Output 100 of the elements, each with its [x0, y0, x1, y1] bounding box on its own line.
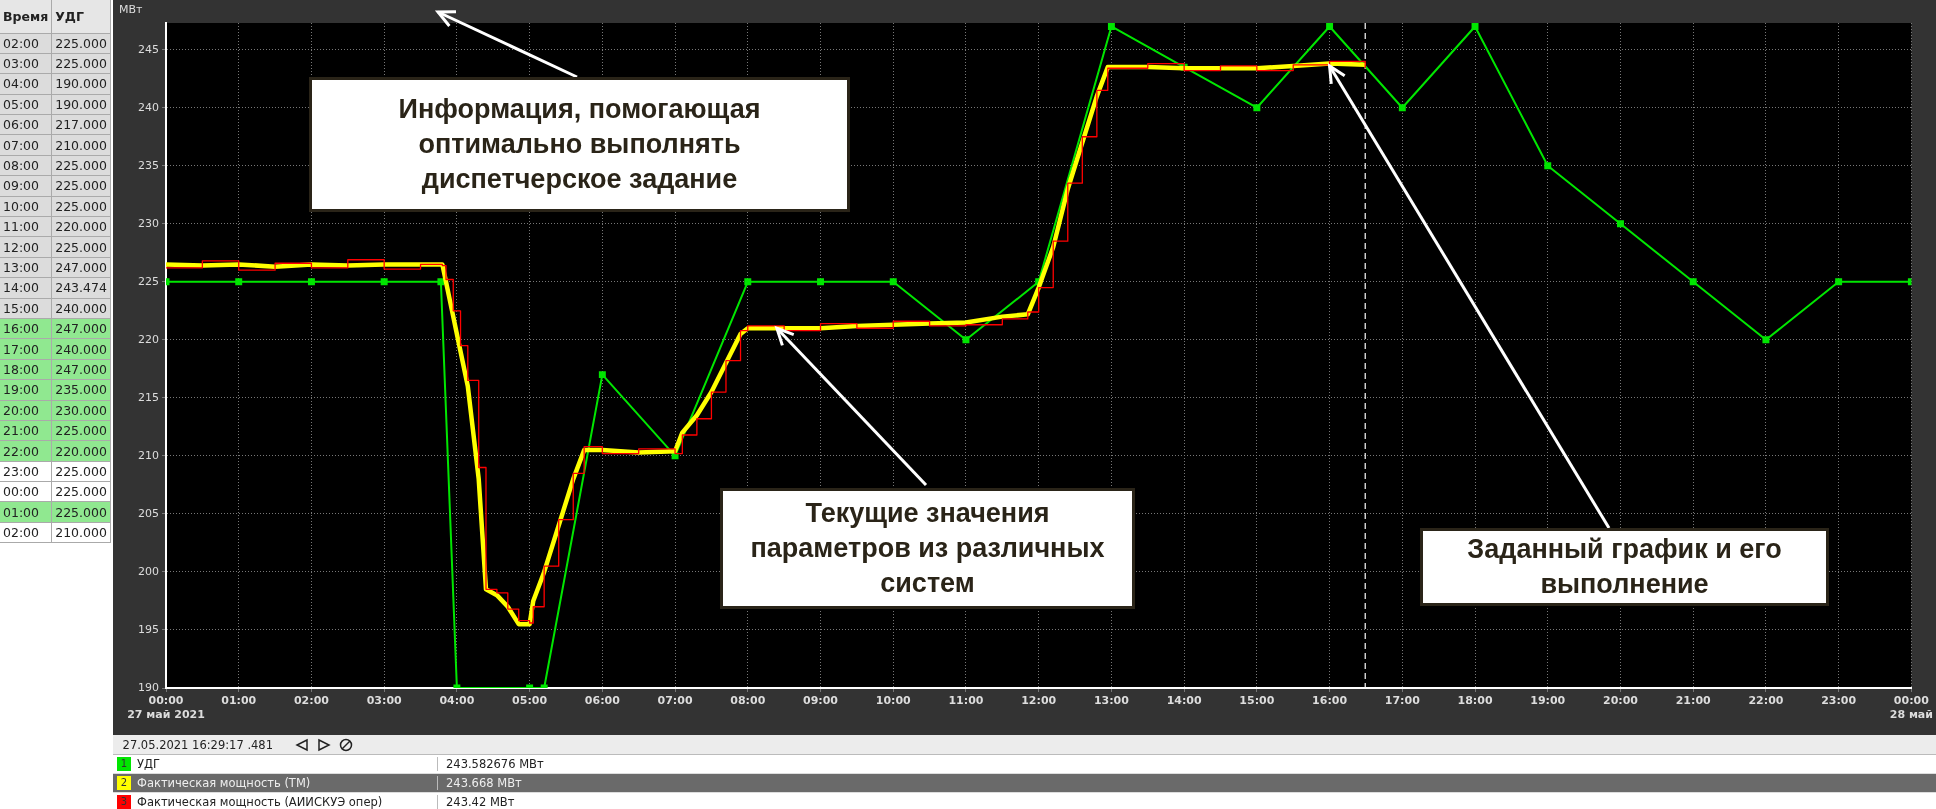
text: 210.000: [51, 522, 111, 543]
x-tick-label: 02:00: [293, 694, 330, 708]
y-axis-title: МВт: [119, 3, 144, 17]
x-tick-label: 10:00: [875, 694, 912, 708]
text: 225.000: [51, 461, 111, 482]
text: 190.000: [51, 73, 111, 95]
text: 235.000: [51, 379, 111, 401]
text: 08:00: [0, 155, 52, 176]
text: 11:00: [0, 216, 52, 237]
y-tick-label: 205: [138, 506, 159, 520]
text: 243.668 МВт: [445, 776, 522, 790]
text: 00:00: [0, 481, 52, 502]
text: 225.000: [51, 481, 111, 502]
text: 2: [117, 776, 131, 790]
x-tick-label: 22:00: [1748, 694, 1784, 708]
x-tick-label: 12:00: [1021, 694, 1057, 708]
text: 03:00: [0, 53, 52, 74]
text: 225.000: [51, 175, 111, 197]
y-tick-label: 210: [138, 448, 159, 462]
text: 210.000: [51, 134, 111, 156]
text: 230.000: [51, 400, 111, 421]
x-tick-label: 15:00: [1239, 694, 1275, 708]
x-tick-label: 17:00: [1384, 694, 1421, 708]
callout-box: Заданный график и его выполнение: [1420, 528, 1829, 606]
y-tick-label: 230: [138, 216, 159, 230]
text: 09:00: [0, 175, 52, 197]
text: 13:00: [0, 257, 52, 278]
text: 243.474: [51, 277, 111, 299]
x-tick-label: 08:00: [730, 694, 766, 708]
text: 1: [117, 757, 131, 771]
text: Время: [0, 0, 52, 33]
x-tick-label: 11:00: [948, 694, 984, 708]
text: 190.000: [51, 94, 111, 115]
y-tick-label: 200: [138, 564, 159, 578]
x-tick-label: 00:00 27 май 2021: [127, 694, 205, 721]
text: 225.000: [51, 33, 111, 54]
y-tick-label: 195: [138, 622, 159, 636]
x-tick-label: 23:00: [1821, 694, 1857, 708]
text: 217.000: [51, 114, 111, 135]
text: 27.05.2021 16:29:17 .481: [121, 737, 274, 752]
callout-box: Текущие значения параметров из различных систем: [720, 488, 1135, 609]
x-tick-label: 06:00: [584, 694, 621, 708]
text: 3: [117, 795, 131, 809]
text: 17:00: [0, 338, 52, 360]
text: 18:00: [0, 359, 52, 380]
x-tick-label: 04:00: [439, 694, 475, 708]
x-tick-label: 14:00: [1166, 694, 1202, 708]
text: 22:00: [0, 440, 52, 462]
y-tick-label: 240: [138, 100, 159, 114]
text: 225.000: [51, 420, 111, 441]
legend-label: Фактическая мощность (ТМ): [131, 776, 438, 790]
text: 04:00: [0, 73, 52, 95]
text: 247.000: [51, 318, 111, 339]
text: 23:00: [0, 461, 52, 482]
text: 15:00: [0, 298, 52, 319]
x-tick-label: 21:00: [1675, 694, 1712, 708]
x-tick-label: 01:00: [221, 694, 257, 708]
text: 12:00: [0, 236, 52, 258]
text: 225.000: [51, 155, 111, 176]
text: 02:00: [0, 522, 52, 543]
text: 19:00: [0, 379, 52, 401]
text: 14:00: [0, 277, 52, 299]
text: 21:00: [0, 420, 52, 441]
text: 225.000: [51, 236, 111, 258]
text: 220.000: [51, 216, 111, 237]
text: 225.000: [51, 196, 111, 217]
text: УДГ: [51, 0, 111, 33]
text: 07:00: [0, 134, 52, 156]
callout-box: Информация, помогающая оптимально выполнять диспетчерское задание: [309, 77, 850, 212]
y-tick-label: 190: [138, 680, 159, 694]
x-tick-label: 05:00: [512, 694, 548, 708]
y-tick-label: 220: [138, 332, 159, 346]
x-tick-label: 09:00: [803, 694, 839, 708]
text: 240.000: [51, 338, 111, 360]
text: 225.000: [51, 53, 111, 74]
x-tick-label: 18:00: [1457, 694, 1493, 708]
x-tick-label: 03:00: [366, 694, 403, 708]
text: 247.000: [51, 359, 111, 380]
text: 02:00: [0, 33, 52, 54]
text: 243.42 МВт: [445, 795, 515, 809]
y-tick-label: 215: [138, 390, 159, 404]
text: 20:00: [0, 400, 52, 421]
y-tick-label: 245: [138, 42, 159, 56]
legend-label: Фактическая мощность (АИИСКУЭ опер): [131, 795, 438, 809]
text: 247.000: [51, 257, 111, 278]
x-tick-label: 19:00: [1530, 694, 1566, 708]
text: 16:00: [0, 318, 52, 339]
x-tick-label: 00:00 28 май: [1889, 694, 1933, 721]
x-tick-label: 20:00: [1602, 694, 1639, 708]
text: 225.000: [51, 501, 111, 523]
y-tick-label: 225: [138, 274, 159, 288]
text: 06:00: [0, 114, 52, 135]
x-tick-label: 13:00: [1093, 694, 1130, 708]
text: 01:00: [0, 501, 52, 523]
text: 240.000: [51, 298, 111, 319]
legend-label: УДГ: [131, 757, 438, 771]
text: 220.000: [51, 440, 111, 462]
x-tick-label: 07:00: [657, 694, 693, 708]
y-tick-label: 235: [138, 158, 159, 172]
text: 05:00: [0, 94, 52, 115]
